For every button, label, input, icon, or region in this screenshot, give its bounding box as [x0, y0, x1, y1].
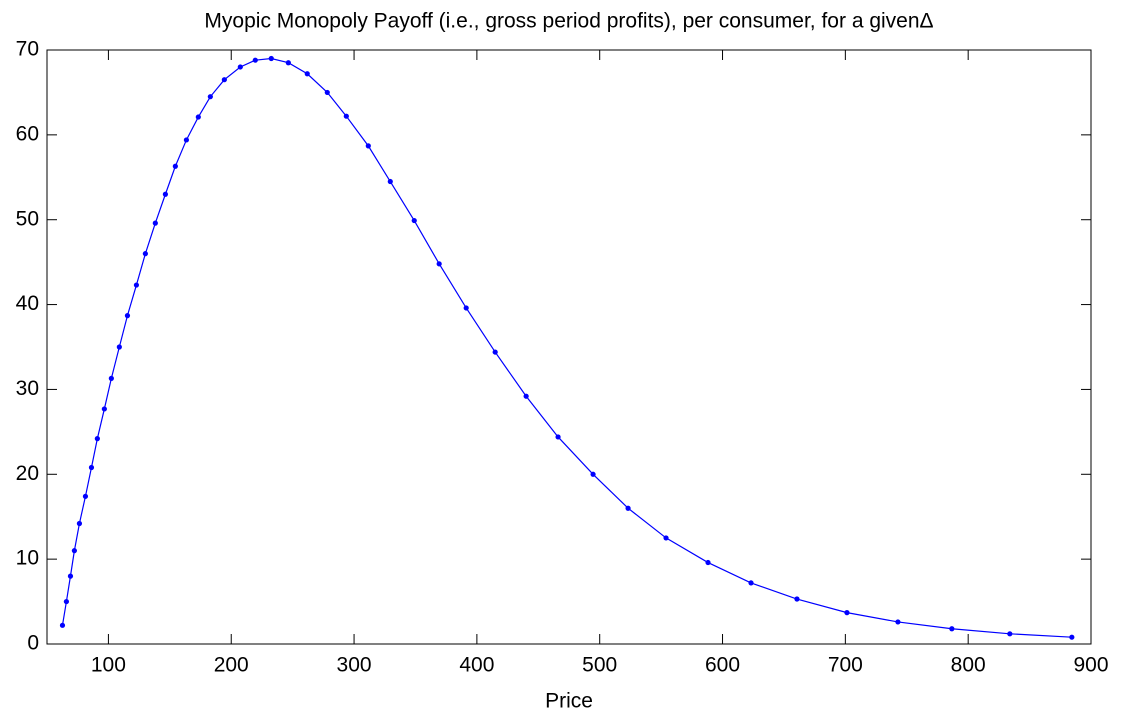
marker: [88, 464, 95, 471]
marker: [844, 610, 850, 616]
y-tick-label: 50: [16, 207, 39, 230]
marker: [590, 471, 596, 477]
marker: [1069, 634, 1075, 640]
marker: [343, 113, 349, 119]
marker: [625, 505, 631, 511]
x-tick-label: 600: [705, 654, 740, 677]
marker: [116, 344, 122, 350]
marker: [794, 596, 800, 602]
marker: [949, 626, 955, 632]
marker: [237, 64, 243, 70]
marker: [895, 619, 901, 625]
marker: [365, 143, 371, 149]
marker: [705, 559, 711, 566]
marker: [663, 535, 669, 541]
plot-frame: [46, 49, 1092, 645]
marker: [101, 406, 107, 412]
y-tick-label: 0: [27, 632, 39, 655]
x-tick-label: 900: [1073, 654, 1108, 677]
marker: [463, 305, 469, 311]
x-tick-label: 400: [459, 654, 494, 677]
marker: [221, 77, 227, 83]
x-tick-label: 800: [951, 654, 986, 677]
marker: [492, 349, 498, 355]
marker: [133, 282, 140, 288]
marker: [162, 191, 169, 197]
marker: [82, 493, 89, 499]
marker: [67, 573, 74, 579]
marker: [124, 313, 131, 319]
y-tick-label: 60: [16, 122, 39, 145]
x-tick-label: 300: [337, 654, 372, 677]
marker: [523, 393, 529, 399]
marker: [748, 580, 754, 586]
x-axis-label: Price: [545, 690, 593, 713]
marker: [555, 434, 561, 440]
x-tick-label: 500: [582, 654, 617, 677]
chart-title: Myopic Monopoly Payoff (i.e., gross peri…: [204, 10, 933, 33]
y-tick-label: 70: [16, 38, 39, 61]
x-tick-label: 700: [828, 654, 863, 677]
y-tick-label: 30: [16, 377, 39, 400]
marker: [71, 548, 77, 554]
marker: [76, 520, 83, 527]
marker: [172, 163, 178, 169]
y-tick-label: 40: [16, 292, 39, 315]
marker: [142, 251, 148, 257]
marker: [152, 220, 158, 226]
marker: [108, 375, 114, 381]
x-tick-label: 200: [214, 654, 249, 677]
marker: [268, 55, 274, 62]
marker: [285, 60, 291, 66]
marker: [195, 114, 201, 120]
marker: [252, 57, 258, 63]
marker: [304, 71, 310, 77]
marker: [207, 94, 213, 100]
x-tick-label: 100: [91, 654, 126, 677]
marker: [63, 598, 70, 605]
marker: [1007, 631, 1013, 637]
marker: [411, 217, 417, 224]
marker: [436, 261, 442, 267]
y-tick-label: 20: [16, 462, 39, 485]
marker: [94, 436, 100, 442]
marker: [59, 622, 66, 628]
marker: [324, 89, 330, 96]
y-tick-label: 10: [16, 547, 39, 570]
marker: [387, 178, 393, 185]
marker: [183, 137, 190, 143]
